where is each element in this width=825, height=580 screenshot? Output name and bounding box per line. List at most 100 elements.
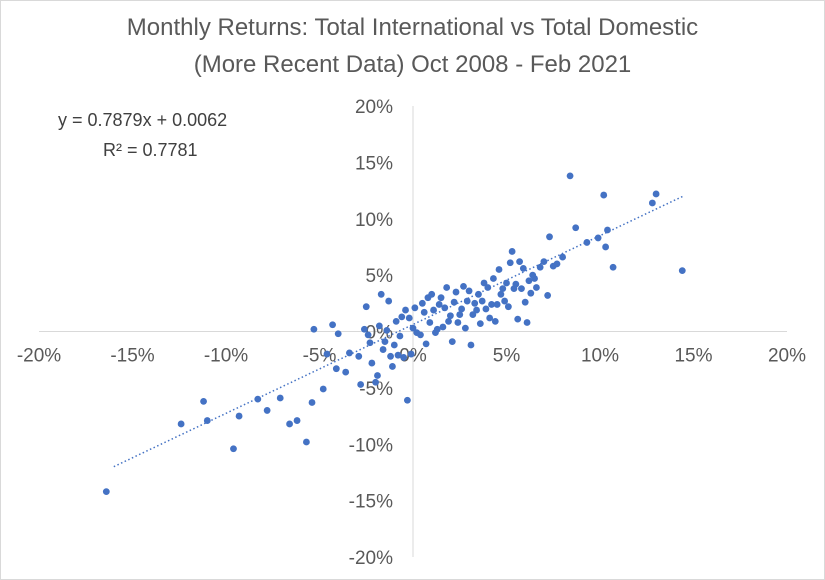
data-point [583, 239, 591, 246]
data-point [364, 331, 372, 339]
y-tick-label: -15% [349, 492, 393, 513]
data-point [553, 260, 561, 268]
data-point [609, 263, 617, 271]
y-tick-label: -5% [359, 379, 393, 400]
data-point [443, 284, 451, 291]
data-point [372, 378, 379, 386]
data-point [544, 292, 552, 299]
data-point [448, 338, 456, 346]
data-point [475, 290, 482, 298]
data-point [493, 301, 501, 308]
data-point [454, 319, 462, 326]
data-point [546, 233, 553, 241]
data-point [523, 319, 531, 326]
data-point [514, 315, 522, 323]
data-point [430, 306, 437, 314]
data-point [417, 331, 424, 339]
data-point [387, 352, 394, 360]
data-point [400, 354, 408, 361]
data-point [482, 305, 490, 313]
data-point [390, 341, 398, 349]
data-point [559, 253, 566, 261]
data-point [445, 317, 452, 325]
data-point [600, 191, 608, 199]
chart-title: Monthly Returns: Total International vs … [126, 14, 699, 41]
data-point [648, 199, 656, 207]
data-points [102, 172, 686, 496]
data-point [518, 285, 525, 293]
data-point [420, 308, 428, 316]
data-point [407, 350, 415, 358]
x-tick-label: 10% [581, 346, 619, 367]
data-point [102, 488, 110, 496]
x-tick-label: 15% [674, 346, 712, 367]
trendline [113, 195, 685, 468]
trendline-equation: y = 0.7879x + 0.0062 [58, 110, 228, 130]
data-point [521, 298, 529, 306]
data-point [377, 290, 385, 298]
data-point [200, 398, 207, 405]
data-point [519, 264, 527, 272]
trendline-r-squared: R² = 0.7781 [103, 140, 198, 160]
data-point [235, 412, 243, 420]
data-point [471, 299, 479, 307]
data-point [594, 234, 602, 242]
data-point [385, 297, 393, 305]
x-tick-label: -5% [303, 346, 337, 367]
data-point [375, 322, 383, 330]
data-point [402, 306, 409, 314]
data-point [203, 417, 211, 424]
data-point [360, 325, 368, 333]
data-point [418, 299, 426, 307]
data-point [478, 297, 486, 305]
data-point [469, 311, 477, 318]
data-point [389, 363, 396, 370]
data-point [536, 263, 544, 271]
data-point [379, 346, 387, 353]
data-point [463, 297, 471, 305]
x-tick-label: -20% [17, 346, 61, 367]
data-point [495, 266, 503, 273]
data-point [329, 321, 336, 329]
data-point [398, 313, 406, 321]
data-point [461, 324, 469, 332]
data-point [652, 190, 660, 198]
data-point [426, 319, 434, 326]
data-point [308, 399, 316, 406]
data-point [497, 290, 505, 298]
data-point [456, 311, 464, 318]
data-point [465, 287, 473, 295]
data-point [533, 284, 540, 291]
data-point [512, 280, 520, 288]
data-point [480, 279, 488, 287]
data-point [411, 304, 419, 312]
data-point [303, 438, 310, 446]
data-point [572, 224, 580, 232]
data-point [531, 275, 538, 282]
data-point [467, 341, 475, 349]
data-point [394, 351, 402, 359]
data-point [450, 298, 458, 306]
y-tick-label: 10% [355, 210, 393, 231]
data-point [678, 267, 686, 275]
data-point [366, 339, 374, 347]
data-point [460, 283, 467, 290]
data-point [527, 289, 535, 297]
data-point [310, 325, 318, 333]
data-point [263, 407, 271, 414]
x-tick-label: -15% [110, 346, 154, 367]
data-point [357, 381, 365, 388]
x-tick-label: 5% [493, 346, 521, 367]
data-point [488, 301, 495, 308]
data-point [506, 259, 514, 267]
data-point [362, 303, 370, 311]
data-point [392, 317, 400, 325]
data-point [403, 396, 411, 404]
data-point [323, 350, 331, 358]
data-point [452, 288, 460, 296]
data-point [286, 420, 293, 428]
data-point [566, 172, 574, 180]
data-point [319, 385, 327, 393]
data-point [516, 258, 523, 265]
